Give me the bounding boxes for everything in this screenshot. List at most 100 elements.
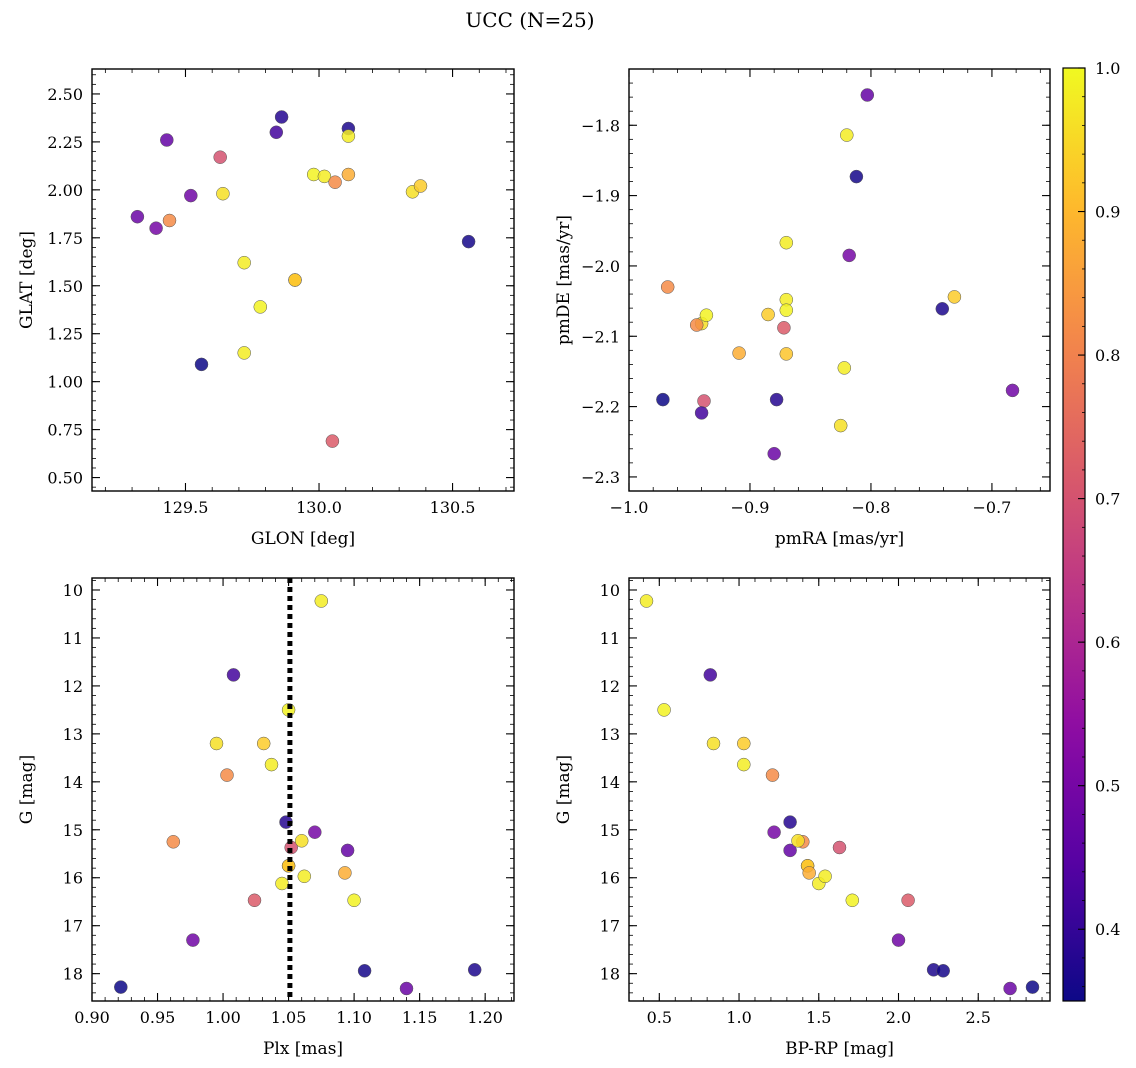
x-tick-label: 1.00 <box>205 1008 241 1027</box>
data-point <box>777 321 791 335</box>
data-point <box>275 876 289 891</box>
data-point <box>779 303 794 317</box>
x-tick-label: 1.05 <box>271 1008 307 1027</box>
x-axis-label: GLON [deg] <box>251 529 355 549</box>
data-point <box>274 110 289 124</box>
data-point <box>891 933 906 947</box>
x-tick-label: 0.95 <box>140 1008 176 1027</box>
data-point <box>936 964 950 978</box>
y-tick-label: 1.25 <box>47 325 83 344</box>
data-point <box>1003 981 1017 996</box>
data-point <box>325 434 340 448</box>
x-tick-label: 1.20 <box>467 1008 503 1027</box>
data-point <box>832 840 847 855</box>
data-point <box>694 406 709 420</box>
data-point <box>256 736 271 751</box>
data-point <box>703 668 718 682</box>
data-point <box>264 757 279 772</box>
data-point <box>657 703 671 717</box>
data-point <box>399 981 414 996</box>
data-point <box>849 169 864 184</box>
y-tick-label: 10 <box>600 581 620 600</box>
data-point <box>253 300 268 314</box>
data-point <box>860 88 875 102</box>
data-point <box>160 133 174 147</box>
data-point <box>226 668 241 682</box>
y-tick-label: 1.50 <box>47 277 83 296</box>
y-tick-label: 13 <box>63 725 83 744</box>
y-tick-label: 16 <box>600 869 620 888</box>
y-tick-label: −1.9 <box>581 187 620 206</box>
colorbar-tick-label: 1.0 <box>1095 59 1120 78</box>
y-tick-label: 0.75 <box>47 421 83 440</box>
data-point <box>818 869 832 884</box>
panels: 129.5 130.0 130.50.500.751.001.251.501.752… <box>17 68 1051 1059</box>
data-point <box>783 815 797 829</box>
y-tick-label: 17 <box>600 917 620 936</box>
data-point <box>1005 383 1020 398</box>
data-point <box>467 963 482 977</box>
y-tick-label: 2.00 <box>47 181 83 200</box>
data-point <box>656 392 670 407</box>
x-tick-label: 2.0 <box>886 1008 911 1027</box>
data-point <box>947 290 962 304</box>
x-tick-label: 1.5 <box>806 1008 831 1027</box>
colorbar-gradient <box>1062 67 1086 1002</box>
data-point <box>639 594 654 608</box>
data-point <box>779 235 794 250</box>
x-axis-label: pmRA [mas/yr] <box>775 529 904 549</box>
x-tick-label: 130.0 <box>296 498 342 517</box>
y-tick-label: 14 <box>600 773 620 792</box>
data-point <box>340 843 355 858</box>
data-point <box>840 128 854 142</box>
data-point <box>737 736 751 751</box>
y-tick-label: −2.2 <box>581 398 620 417</box>
data-point <box>737 757 751 772</box>
data-point <box>767 825 781 839</box>
panel-pmra-pmde: −1.0 −0.9 −0.8 −0.7 −2.3 −2.2 −2.1 −2.0 −1.9 −1.8… <box>554 68 1051 549</box>
data-point <box>341 167 356 182</box>
panel-bprp-g: 0.5 1.0 1.5 2.0 2.5 10 11 12 13 14 15 16 17 18 BP-RP [… <box>554 577 1051 1059</box>
data-point <box>837 361 852 375</box>
data-point <box>237 346 251 360</box>
data-point <box>297 869 312 884</box>
y-tick-label: 0.50 <box>47 469 83 488</box>
y-tick-label: 12 <box>63 677 83 696</box>
data-point <box>765 768 780 782</box>
scatter-points <box>130 110 476 448</box>
data-point <box>461 234 476 249</box>
data-point <box>186 933 200 947</box>
data-point <box>237 255 251 270</box>
y-tick-label: 1.00 <box>47 373 83 392</box>
y-tick-label: 15 <box>600 821 620 840</box>
x-tick-label: −0.9 <box>731 498 770 517</box>
x-tick-label: −1.0 <box>610 498 649 517</box>
y-axis-label: G [mag] <box>17 755 37 824</box>
colorbar-tick-label: 0.7 <box>1095 490 1120 509</box>
data-point <box>314 594 329 608</box>
data-point <box>130 209 145 224</box>
scatter-points <box>656 88 1020 461</box>
data-point <box>935 302 950 316</box>
data-point <box>247 893 262 908</box>
y-tick-label: −1.8 <box>581 116 620 135</box>
data-point <box>769 392 784 407</box>
data-point <box>288 273 302 287</box>
data-point <box>294 834 309 848</box>
y-axis-label: pmDE [mas/yr] <box>554 215 574 345</box>
plot-frame <box>91 68 515 492</box>
data-point <box>194 357 209 372</box>
data-point <box>783 843 797 858</box>
data-point <box>114 980 128 994</box>
data-point <box>845 893 860 908</box>
data-point <box>220 768 234 782</box>
data-point <box>699 308 714 322</box>
x-axis-label: BP-RP [mag] <box>785 1039 894 1059</box>
y-tick-label: 15 <box>63 821 83 840</box>
data-point <box>1025 980 1040 994</box>
y-axis-label: GLAT [deg] <box>17 231 37 329</box>
x-tick-label: 1.10 <box>336 1008 372 1027</box>
y-tick-label: −2.1 <box>581 327 620 346</box>
x-tick-label: 2.5 <box>966 1008 991 1027</box>
